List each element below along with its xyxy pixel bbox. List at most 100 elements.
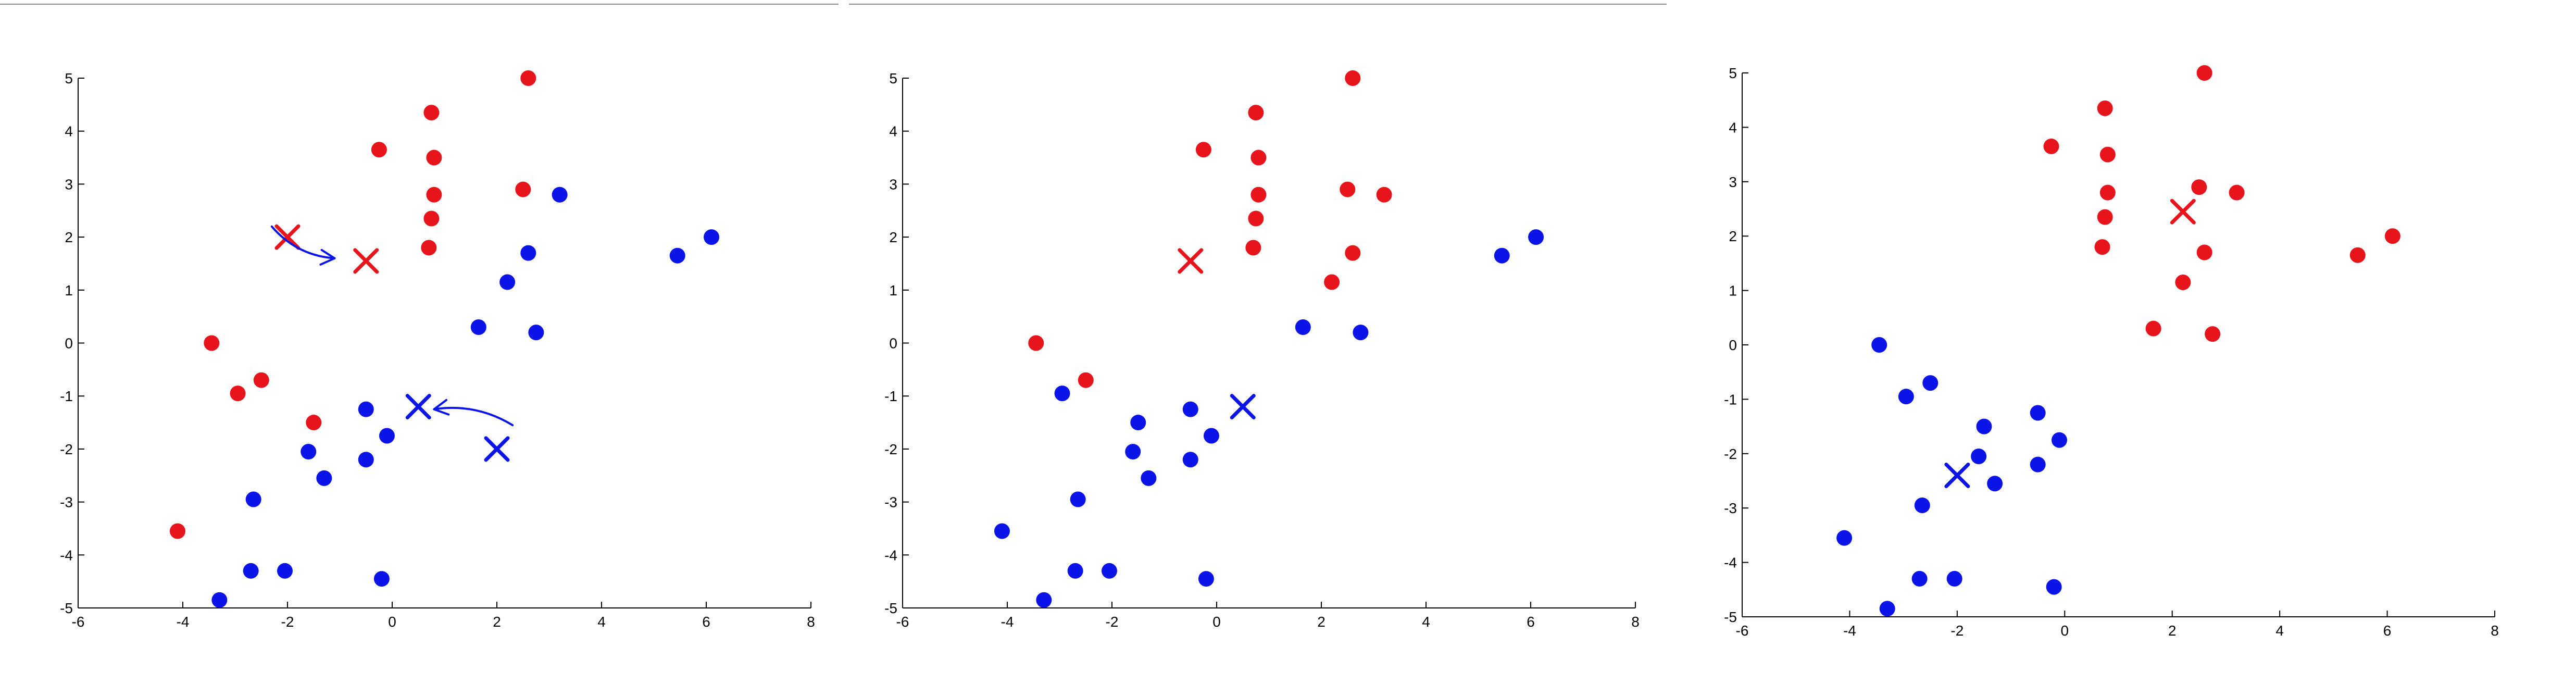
data-point xyxy=(211,592,228,608)
data-point xyxy=(1245,240,1261,256)
y-tick-label: -5 xyxy=(60,600,73,616)
data-point xyxy=(2043,138,2059,154)
data-point xyxy=(2051,432,2067,448)
data-point xyxy=(1353,325,1369,341)
data-point xyxy=(2191,179,2207,195)
data-point xyxy=(1028,335,1044,351)
data-point xyxy=(1528,229,1544,245)
x-tick-label: -6 xyxy=(72,614,85,630)
data-point xyxy=(470,319,486,335)
data-point xyxy=(2175,274,2191,290)
data-point xyxy=(520,70,536,86)
y-tick-label: 3 xyxy=(1729,174,1737,190)
data-point xyxy=(1078,372,1094,388)
data-point xyxy=(1836,530,1853,546)
y-tick-label: -2 xyxy=(1724,446,1737,462)
x-tick-label: 6 xyxy=(2383,623,2392,639)
data-point xyxy=(1182,401,1198,417)
y-tick-label: -3 xyxy=(60,494,73,511)
centroid-marker xyxy=(405,394,431,420)
data-point xyxy=(1203,428,1219,444)
data-point xyxy=(2384,228,2400,244)
data-point xyxy=(1295,319,1311,335)
y-tick-label: -4 xyxy=(884,547,897,563)
x-tick-label: -4 xyxy=(177,614,190,630)
centroid-marker xyxy=(484,436,510,462)
scatter-plot-3: -6 -4 -2 0 2 4 6 8 -5 -4 -3 -2 -1 0 1 2 3 4 5 xyxy=(1724,65,2499,639)
data-point xyxy=(2145,320,2161,337)
data-point xyxy=(1036,592,1052,608)
y-tick-label: 5 xyxy=(1729,65,1737,81)
data-point xyxy=(1198,571,1214,587)
data-point xyxy=(994,523,1010,539)
data-point xyxy=(1248,210,1264,227)
data-point xyxy=(1345,70,1361,86)
y-tick-label: 4 xyxy=(1729,119,1737,135)
y-tick-label: 1 xyxy=(889,282,897,299)
scatter-plot-1: -6 -4 -2 0 2 4 6 8 -5 -4 -3 -2 -1 0 1 2 3 4 5 xyxy=(60,70,815,630)
data-point xyxy=(1195,142,1211,158)
y-tick-label: -2 xyxy=(60,441,73,457)
data-point xyxy=(1879,601,1895,617)
data-point xyxy=(2099,184,2116,201)
data-point xyxy=(1345,245,1361,261)
centroid-marker xyxy=(1944,463,1970,489)
y-tick-label: 4 xyxy=(65,123,73,140)
data-point xyxy=(2097,100,2113,116)
data-point xyxy=(2097,209,2113,225)
data-point xyxy=(169,523,185,539)
data-point xyxy=(204,335,220,351)
data-point xyxy=(2030,405,2046,421)
centroid-marker xyxy=(274,224,301,250)
y-tick-label: 1 xyxy=(65,282,73,299)
data-point xyxy=(2196,244,2212,260)
data-point xyxy=(243,563,259,579)
y-tick-label: -5 xyxy=(1724,609,1737,625)
y-tick-label: -3 xyxy=(884,494,897,511)
data-point xyxy=(2349,247,2366,263)
data-point xyxy=(358,401,374,417)
data-point xyxy=(1871,337,1887,353)
data-point xyxy=(1130,415,1146,431)
y-tick-label: -1 xyxy=(1724,391,1737,407)
data-point xyxy=(245,491,261,507)
data-point xyxy=(358,452,374,468)
data-point xyxy=(371,142,387,158)
data-point xyxy=(426,150,442,166)
x-tick-label: 0 xyxy=(388,614,396,630)
data-point xyxy=(1067,563,1083,579)
x-tick-label: 0 xyxy=(1212,614,1221,630)
data-point xyxy=(2094,239,2110,255)
data-point xyxy=(2030,456,2046,473)
data-point xyxy=(1182,452,1198,468)
x-tick-label: -2 xyxy=(1106,614,1119,630)
x-tick-label: 8 xyxy=(807,614,815,630)
data-point xyxy=(1141,470,1157,486)
x-tick-label: -6 xyxy=(896,614,909,630)
x-tick-label: -2 xyxy=(281,614,294,630)
y-tick-label: 2 xyxy=(889,229,897,245)
data-point xyxy=(1987,476,2003,492)
data-point xyxy=(277,563,293,579)
x-tick-label: 6 xyxy=(702,614,710,630)
y-tick-label: 5 xyxy=(889,70,897,86)
data-point xyxy=(1248,105,1264,121)
x-tick-label: 2 xyxy=(493,614,501,630)
data-point xyxy=(421,240,437,256)
y-tick-label: 0 xyxy=(889,335,897,352)
data-point xyxy=(306,415,322,431)
data-point xyxy=(1340,181,1356,197)
y-tick-label: -1 xyxy=(60,388,73,404)
scatter-plot-2: -6 -4 -2 0 2 4 6 8 -5 -4 -3 -2 -1 0 1 2 3 4 5 xyxy=(884,70,1640,630)
data-point xyxy=(301,443,317,459)
data-point xyxy=(379,428,395,444)
data-point xyxy=(373,571,390,587)
data-point xyxy=(253,372,269,388)
y-tick-label: -3 xyxy=(1724,500,1737,516)
x-tick-label: 8 xyxy=(2491,623,2499,639)
x-tick-label: 2 xyxy=(2168,623,2177,639)
data-point xyxy=(1376,187,1392,203)
y-tick-label: 5 xyxy=(65,70,73,86)
y-tick-label: 2 xyxy=(65,229,73,245)
